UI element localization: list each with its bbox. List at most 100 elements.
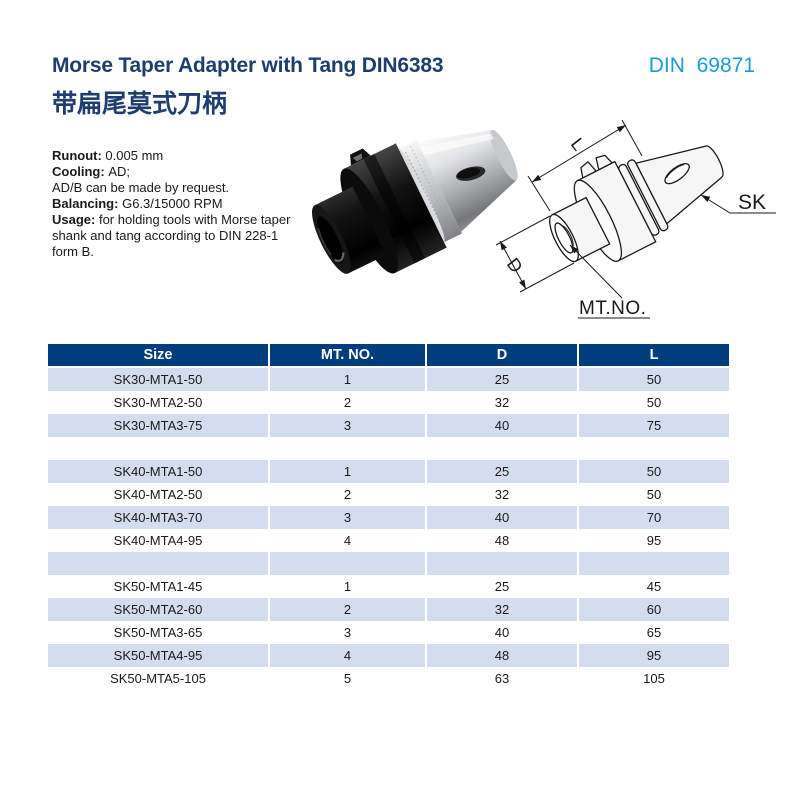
table-cell: 48 (425, 644, 578, 667)
table-cell: 4 (268, 529, 426, 552)
technical-drawing: L D SK MT.NO. (495, 119, 776, 319)
table-cell: 50 (577, 483, 729, 506)
table-cell (268, 437, 426, 460)
table-cell: 1 (268, 575, 426, 598)
column-header-l: L (577, 344, 729, 368)
table-cell: SK40-MTA4-95 (113, 533, 203, 548)
table-row (48, 437, 729, 460)
table-cell: 32 (425, 483, 578, 506)
table-cell: SK30-MTA3-75 (48, 414, 269, 437)
spec-line: Usage: for holding tools with Morse tape… (52, 212, 291, 259)
table-cell: SK50-MTA2-60 (48, 598, 269, 621)
table-cell: 25 (425, 460, 578, 483)
table-cell: 63 (425, 667, 578, 690)
table-row: SK30-MTA3-75 3 40 75 (48, 414, 729, 437)
size-table: Size MT. NO. D L SK30-MTA1-50 1 25 50 SK30-M… (48, 344, 729, 690)
table-cell: 3 (268, 621, 426, 644)
table-cell: SK40-MTA3-70 (48, 506, 269, 529)
table-cell: SK30-MTA2-50 (113, 395, 203, 410)
din-standard-label: DIN 69871 (648, 54, 755, 77)
photo-cone-slot (456, 166, 486, 181)
table-cell: 3 (268, 414, 426, 437)
dimension-lines (495, 119, 776, 319)
table-cell: SK50-MTA5-105 (110, 671, 206, 686)
photo-bore-cylinder (314, 186, 386, 274)
table-row: SK50-MTA3-65 3 40 65 (48, 621, 729, 644)
table-cell: 32 (425, 598, 578, 621)
table-cell: 1 (268, 367, 426, 391)
table-cell: 25 (425, 367, 578, 391)
dim-label-morse: MT.NO. (579, 298, 646, 319)
table-cell: 105 (577, 667, 729, 690)
table-row: SK40-MTA1-50 1 25 50 (48, 460, 729, 483)
table-row: SK40-MTA3-70 3 40 70 (48, 506, 729, 529)
dim-label-length: L (567, 134, 589, 154)
spec-line: Balancing: G6.3/15000 RPM (52, 196, 223, 211)
table-row: SK30-MTA1-50 1 25 50 (48, 367, 729, 391)
table-cell: 4 (268, 644, 426, 667)
table-cell: 70 (577, 506, 729, 529)
table-cell (48, 552, 269, 575)
table-row: SK40-MTA2-50 2 32 50 (48, 483, 729, 506)
spec-line: Runout: 0.005 mm (52, 148, 164, 163)
table-cell: SK50-MTA1-45 (113, 579, 203, 594)
table-row: SK30-MTA2-50 2 32 50 (48, 391, 729, 414)
dim-label-taper: SK (738, 191, 766, 214)
table-cell: 95 (577, 529, 729, 552)
column-header-size: Size (48, 344, 269, 368)
table-cell: 1 (268, 460, 426, 483)
table-cell: SK50-MTA4-95 (48, 644, 269, 667)
photo-engraved-ring (398, 140, 463, 243)
table-cell: 5 (268, 667, 426, 690)
table-cell: SK50-MTA3-65 (113, 625, 203, 640)
table-row: SK50-MTA4-95 4 48 95 (48, 644, 729, 667)
photo-taper-cone (417, 130, 517, 232)
table-cell: 48 (425, 529, 578, 552)
table-header-row: Size MT. NO. D L (48, 344, 729, 368)
table-cell: 95 (577, 644, 729, 667)
table-cell: 60 (577, 598, 729, 621)
table-row (48, 552, 729, 575)
dimension-arrows (500, 125, 711, 289)
spec-list: Runout: 0.005 mm Cooling: AD; AD/B can be … (52, 148, 298, 260)
table-cell (425, 552, 578, 575)
table-cell: 50 (577, 391, 729, 414)
table-cell: 40 (425, 414, 578, 437)
table-cell: 2 (268, 391, 426, 414)
product-photo (312, 129, 518, 274)
table-cell: 2 (268, 598, 426, 621)
table-cell: 25 (425, 575, 578, 598)
table-cell (268, 552, 426, 575)
table-row: SK50-MTA1-45 1 25 45 (48, 575, 729, 598)
table-cell (577, 437, 729, 460)
table-cell: SK40-MTA2-50 (113, 487, 203, 502)
dim-label-diameter: D (503, 254, 527, 277)
table-cell: 75 (577, 414, 729, 437)
table-cell: 45 (577, 575, 729, 598)
spec-line: AD/B can be made by request. (52, 180, 230, 195)
table-cell (48, 437, 269, 460)
page-title: Morse Taper Adapter with Tang DIN6383 (52, 54, 444, 77)
table-cell (577, 552, 729, 575)
table-cell: 50 (577, 460, 729, 483)
column-header-mtno: MT. NO. (268, 344, 426, 368)
page-subtitle-chinese: 带扁尾莫式刀柄 (52, 90, 228, 118)
table-cell: 2 (268, 483, 426, 506)
table-cell (425, 437, 578, 460)
table-cell: SK40-MTA1-50 (48, 460, 269, 483)
table-cell: SK30-MTA1-50 (48, 367, 269, 391)
table-cell: 65 (577, 621, 729, 644)
title-row: Morse Taper Adapter with Tang DIN6383 DI… (52, 54, 757, 78)
table-cell: 40 (425, 621, 578, 644)
column-header-d: D (425, 344, 578, 368)
size-table-body: SK30-MTA1-50 1 25 50 SK30-MTA2-50 2 32 50 SK30-M… (48, 367, 729, 690)
table-cell: 40 (425, 506, 578, 529)
drawing-taper-cone (635, 145, 724, 225)
table-row: SK50-MTA5-105 5 63 105 (48, 667, 729, 690)
table-cell: 3 (268, 506, 426, 529)
table-row: SK40-MTA4-95 4 48 95 (48, 529, 729, 552)
table-cell: 50 (577, 367, 729, 391)
table-row: SK50-MTA2-60 2 32 60 (48, 598, 729, 621)
spec-line: Cooling: AD; (52, 164, 130, 179)
